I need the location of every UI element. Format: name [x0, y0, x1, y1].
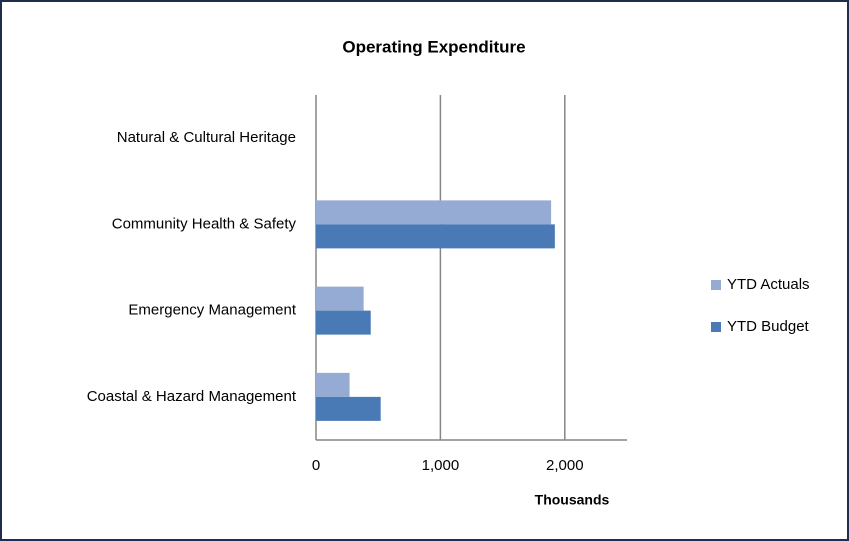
- legend-label: YTD Actuals: [727, 276, 810, 293]
- legend-swatch: [711, 280, 721, 290]
- bar: [316, 286, 364, 311]
- chart-title: Operating Expenditure: [342, 37, 525, 56]
- legend-label: YTD Budget: [727, 318, 810, 335]
- bar: [316, 372, 350, 397]
- y-tick-label: Community Health & Safety: [112, 215, 297, 232]
- x-axis-label: Thousands: [535, 492, 610, 508]
- bar: [316, 396, 381, 421]
- y-tick-label: Coastal & Hazard Management: [87, 388, 297, 405]
- y-tick-label: Emergency Management: [128, 302, 296, 319]
- bar: [316, 200, 552, 225]
- bar: [316, 224, 555, 249]
- x-tick-label: 1,000: [422, 457, 460, 474]
- legend-swatch: [711, 322, 721, 332]
- bar: [316, 310, 371, 335]
- x-tick-label: 2,000: [546, 457, 584, 474]
- x-tick-label: 0: [312, 457, 320, 474]
- y-tick-label: Natural & Cultural Heritage: [117, 129, 296, 146]
